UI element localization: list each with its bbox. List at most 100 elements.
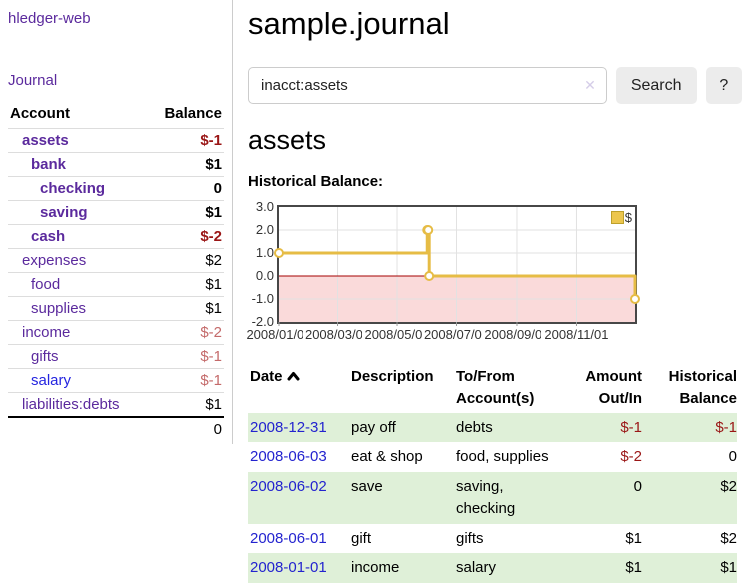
account-link[interactable]: supplies xyxy=(31,300,86,317)
chart-plot-svg xyxy=(279,207,635,322)
account-link[interactable]: food xyxy=(31,276,60,293)
account-row: cash $-2 xyxy=(8,225,224,249)
account-link[interactable]: expenses xyxy=(22,252,86,269)
chart-title: Historical Balance: xyxy=(248,173,742,190)
transaction-balance: $1 xyxy=(642,553,737,583)
transaction-accounts: food, supplies xyxy=(448,442,560,472)
transaction-date-link[interactable]: 2008-12-31 xyxy=(250,419,327,436)
account-row: income $-2 xyxy=(8,321,224,345)
account-link[interactable]: salary xyxy=(31,372,71,389)
account-link[interactable]: liabilities:debts xyxy=(22,396,120,413)
chevron-up-icon xyxy=(287,371,300,381)
account-balance: $-2 xyxy=(148,225,224,249)
y-axis-tick-label: 3.0 xyxy=(248,199,274,214)
transaction-description: save xyxy=(343,472,448,524)
account-heading: assets xyxy=(248,125,742,156)
accounts-total-value: 0 xyxy=(148,417,224,441)
transaction-description: gift xyxy=(343,524,448,554)
accounts-total-row: 0 xyxy=(8,417,224,441)
transaction-amount: $-2 xyxy=(560,442,642,472)
transaction-accounts: gifts xyxy=(448,524,560,554)
transaction-description: pay off xyxy=(343,413,448,443)
account-link[interactable]: saving xyxy=(40,204,88,221)
account-balance: 0 xyxy=(148,177,224,201)
chart-plot: $ xyxy=(277,205,637,324)
account-row: liabilities:debts$1 xyxy=(8,393,224,418)
account-balance: $-2 xyxy=(148,321,224,345)
account-balance: $1 xyxy=(148,153,224,177)
chart-legend: $ xyxy=(611,210,632,225)
transaction-description: income xyxy=(343,553,448,583)
accounts-header-balance: Balance xyxy=(148,101,224,129)
transaction-date-link[interactable]: 2008-06-01 xyxy=(250,530,327,547)
account-row: checking 0 xyxy=(8,177,224,201)
transaction-balance: 0 xyxy=(642,442,737,472)
app-brand-link[interactable]: hledger-web xyxy=(8,10,91,27)
account-link[interactable]: income xyxy=(22,324,70,341)
account-row: food $1 xyxy=(8,273,224,297)
transaction-accounts: saving, checking xyxy=(448,472,560,524)
account-link[interactable]: cash xyxy=(31,228,65,245)
transaction-description: eat & shop xyxy=(343,442,448,472)
transaction-date-link[interactable]: 2008-06-03 xyxy=(250,448,327,465)
sidebar-item-journal[interactable]: Journal xyxy=(8,72,57,89)
account-balance: $-1 xyxy=(148,129,224,153)
y-axis-tick-label: 0.0 xyxy=(248,268,274,283)
account-link[interactable]: bank xyxy=(31,156,66,173)
register-header-date[interactable]: Date xyxy=(248,364,343,413)
account-link[interactable]: assets xyxy=(22,132,69,149)
transaction-date-link[interactable]: 2008-06-02 xyxy=(250,478,327,495)
account-row: salary$-1 xyxy=(8,369,224,393)
account-row: gifts $-1 xyxy=(8,345,224,369)
transaction-amount: $1 xyxy=(560,524,642,554)
clear-search-icon[interactable]: ✕ xyxy=(584,77,596,94)
search-input[interactable] xyxy=(248,67,607,104)
accounts-table: Account Balance assets $-1 bank $1 checking 0… xyxy=(8,101,224,441)
account-link[interactable]: gifts xyxy=(31,348,59,365)
account-balance: $-1 xyxy=(148,345,224,369)
account-row: bank $1 xyxy=(8,153,224,177)
register-header-description: Description xyxy=(343,364,448,413)
account-balance: $1 xyxy=(148,297,224,321)
transaction-balance: $2 xyxy=(642,524,737,554)
account-row: saving $1 xyxy=(8,201,224,225)
y-axis-tick-label: 2.0 xyxy=(248,222,274,237)
help-button[interactable]: ? xyxy=(706,67,742,104)
account-row: expenses $2 xyxy=(8,249,224,273)
transaction-amount: $1 xyxy=(560,553,642,583)
x-axis-tick-label: 2008/11/01 xyxy=(541,327,611,342)
sidebar: hledger-web Journal Account Balance asse… xyxy=(0,0,233,444)
register-header-historical-balance: Historical Balance xyxy=(642,364,737,413)
transaction-date-link[interactable]: 2008-01-01 xyxy=(250,559,327,576)
account-balance: $1 xyxy=(148,273,224,297)
legend-label: $ xyxy=(625,210,632,225)
transaction-accounts: salary xyxy=(448,553,560,583)
search-button[interactable]: Search xyxy=(616,67,697,104)
account-balance: $2 xyxy=(148,249,224,273)
account-balance: $1 xyxy=(148,201,224,225)
register-header-to-from-account-s-: To/From Account(s) xyxy=(448,364,560,413)
accounts-header-account: Account xyxy=(8,101,148,129)
account-link[interactable]: checking xyxy=(40,180,105,197)
account-row: supplies $1 xyxy=(8,297,224,321)
y-axis-tick-label: -1.0 xyxy=(248,291,274,306)
transaction-balance: $2 xyxy=(642,472,737,524)
legend-swatch-icon xyxy=(611,211,624,224)
transaction-accounts: debts xyxy=(448,413,560,443)
page-title: sample.journal xyxy=(248,6,742,42)
search-form: ✕ Search ? xyxy=(248,67,742,104)
y-axis-tick-label: 1.0 xyxy=(248,245,274,260)
transaction-balance: $-1 xyxy=(642,413,737,443)
register-header-amount-out-in: Amount Out/In xyxy=(560,364,642,413)
account-row: assets $-1 xyxy=(8,129,224,153)
